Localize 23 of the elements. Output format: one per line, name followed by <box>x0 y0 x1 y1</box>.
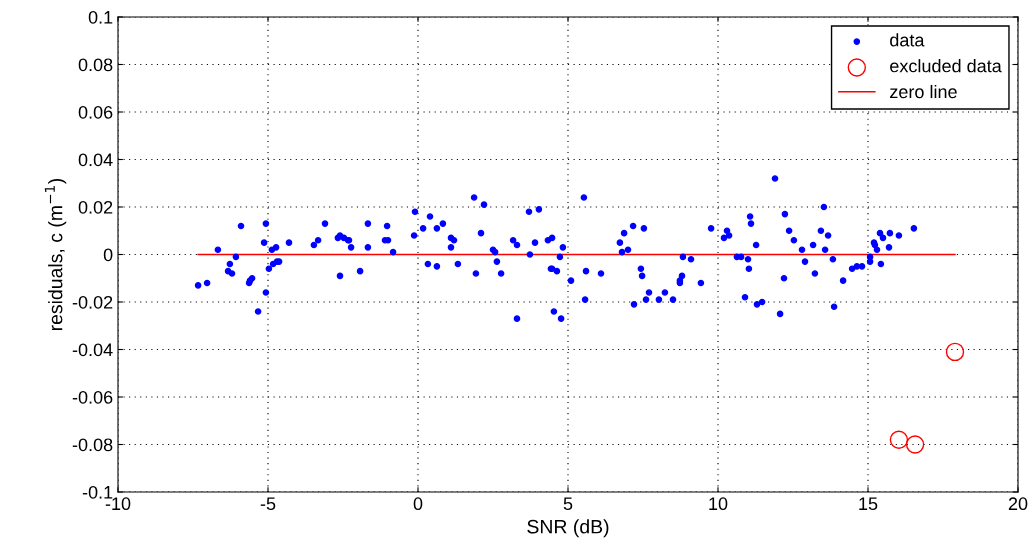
x-tick-label: -5 <box>260 497 276 511</box>
y-tick-label: 0.06 <box>78 105 113 119</box>
y-tick-label: 0.02 <box>78 200 113 214</box>
y-axis-title: residuals, c (m$^{−1}$) <box>44 178 67 331</box>
x-tick-label: 20 <box>1008 497 1028 511</box>
x-tick-label: 0 <box>413 497 423 511</box>
y-tick-label: -0.06 <box>72 390 113 404</box>
legend-label: data <box>890 33 925 47</box>
y-tick-label: -0.1 <box>82 485 113 499</box>
y-tick-label: -0.04 <box>72 343 113 357</box>
y-tick-label: 0.08 <box>78 58 113 72</box>
x-tick-label: 10 <box>709 497 728 511</box>
legend-label: excluded data <box>890 59 1002 73</box>
y-tick-label: -0.02 <box>72 295 113 309</box>
x-tick-label: 5 <box>563 497 573 511</box>
y-tick-label: -0.08 <box>72 438 113 452</box>
y-tick-label: 0.1 <box>88 10 113 24</box>
x-tick-label: -10 <box>105 497 131 511</box>
y-tick-label: 0 <box>103 248 113 262</box>
legend-label: zero line <box>890 84 957 99</box>
x-axis-title: SNR (dB) <box>527 519 609 538</box>
x-tick-label: 15 <box>859 497 878 511</box>
y-tick-label: 0.04 <box>78 153 113 167</box>
